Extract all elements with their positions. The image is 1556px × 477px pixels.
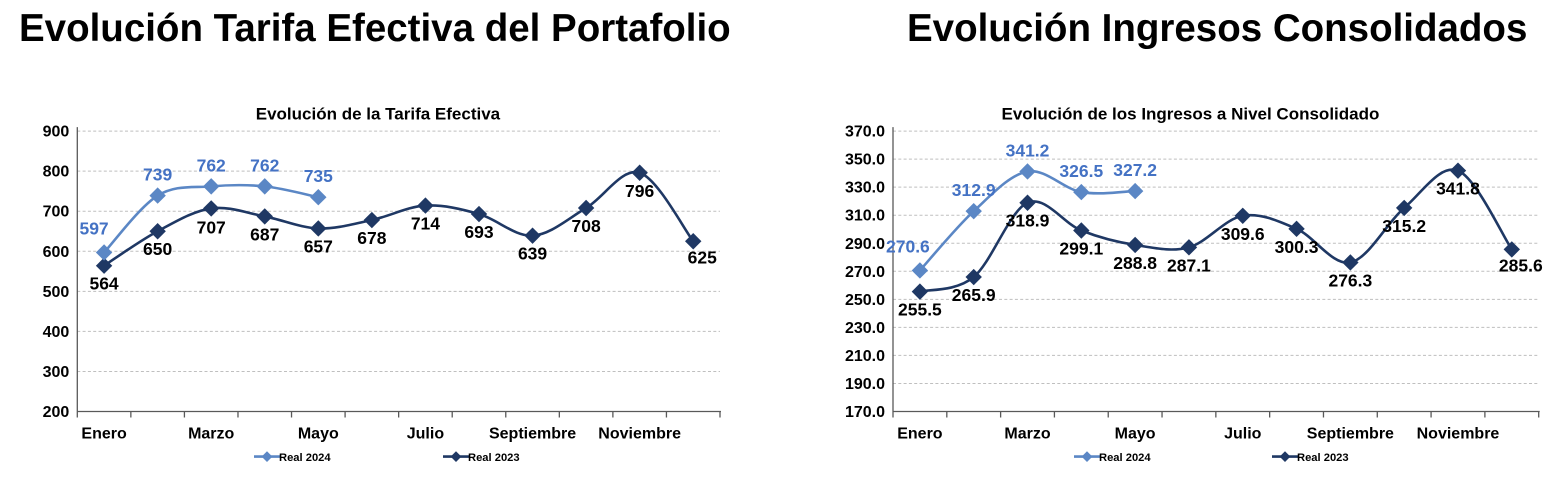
svg-text:625: 625 <box>688 247 717 267</box>
svg-text:341.8: 341.8 <box>1436 179 1480 199</box>
svg-text:597: 597 <box>79 218 108 238</box>
svg-text:678: 678 <box>357 228 386 248</box>
svg-text:Real 2024: Real 2024 <box>279 452 331 464</box>
svg-text:170.0: 170.0 <box>845 404 885 421</box>
svg-text:Marzo: Marzo <box>188 426 234 443</box>
svg-text:Septiembre: Septiembre <box>489 426 576 443</box>
svg-text:200: 200 <box>43 404 70 421</box>
svg-text:Julio: Julio <box>1224 426 1262 443</box>
svg-text:700: 700 <box>43 204 70 221</box>
svg-text:230.0: 230.0 <box>845 320 885 337</box>
svg-text:300.3: 300.3 <box>1275 237 1319 257</box>
svg-text:326.5: 326.5 <box>1059 161 1103 181</box>
svg-text:299.1: 299.1 <box>1059 239 1103 259</box>
svg-text:265.9: 265.9 <box>952 285 996 305</box>
svg-text:Enero: Enero <box>897 426 943 443</box>
svg-text:Evolución Tarifa Efectiva del: Evolución Tarifa Efectiva del Portafolio <box>19 7 731 50</box>
svg-text:714: 714 <box>411 214 440 234</box>
svg-text:657: 657 <box>304 236 333 256</box>
svg-text:Mayo: Mayo <box>298 426 339 443</box>
svg-text:762: 762 <box>197 155 226 175</box>
svg-text:707: 707 <box>197 217 226 237</box>
svg-text:Evolución Ingresos Consolidado: Evolución Ingresos Consolidados <box>907 7 1527 50</box>
svg-text:Julio: Julio <box>407 426 445 443</box>
svg-text:762: 762 <box>250 155 279 175</box>
svg-text:Septiembre: Septiembre <box>1307 426 1394 443</box>
svg-text:255.5: 255.5 <box>898 300 942 320</box>
svg-text:Real 2024: Real 2024 <box>1099 452 1151 464</box>
svg-text:318.9: 318.9 <box>1006 211 1050 231</box>
svg-text:Noviembre: Noviembre <box>598 426 681 443</box>
svg-text:309.6: 309.6 <box>1221 224 1265 244</box>
svg-text:310.0: 310.0 <box>845 208 885 225</box>
svg-text:739: 739 <box>143 165 172 185</box>
svg-text:Noviembre: Noviembre <box>1417 426 1500 443</box>
svg-text:276.3: 276.3 <box>1328 270 1372 290</box>
svg-text:564: 564 <box>89 274 118 294</box>
svg-text:650: 650 <box>143 239 172 259</box>
svg-text:290.0: 290.0 <box>845 236 885 253</box>
svg-text:Real 2023: Real 2023 <box>1297 452 1349 464</box>
svg-text:250.0: 250.0 <box>845 292 885 309</box>
svg-text:350.0: 350.0 <box>845 152 885 169</box>
svg-text:Real 2023: Real 2023 <box>468 452 520 464</box>
svg-text:270.6: 270.6 <box>886 236 930 256</box>
svg-text:370.0: 370.0 <box>845 124 885 141</box>
svg-text:285.6: 285.6 <box>1499 255 1543 275</box>
svg-text:288.8: 288.8 <box>1113 253 1157 273</box>
svg-text:270.0: 270.0 <box>845 264 885 281</box>
svg-text:693: 693 <box>464 222 493 242</box>
svg-text:639: 639 <box>518 244 547 264</box>
svg-text:330.0: 330.0 <box>845 180 885 197</box>
svg-text:687: 687 <box>250 224 279 244</box>
svg-text:400: 400 <box>43 324 70 341</box>
svg-text:Mayo: Mayo <box>1115 426 1156 443</box>
svg-text:500: 500 <box>43 284 70 301</box>
svg-text:210.0: 210.0 <box>845 348 885 365</box>
svg-text:315.2: 315.2 <box>1382 216 1426 236</box>
svg-text:312.9: 312.9 <box>952 180 996 200</box>
svg-text:800: 800 <box>43 164 70 181</box>
svg-text:Enero: Enero <box>81 426 127 443</box>
svg-text:900: 900 <box>43 124 70 141</box>
svg-text:600: 600 <box>43 244 70 261</box>
svg-text:708: 708 <box>571 216 600 236</box>
svg-text:327.2: 327.2 <box>1113 160 1157 180</box>
svg-text:796: 796 <box>625 181 654 201</box>
svg-text:735: 735 <box>304 166 333 186</box>
svg-text:190.0: 190.0 <box>845 376 885 393</box>
svg-text:Evolución de los Ingresos a Ni: Evolución de los Ingresos a Nivel Consol… <box>1002 105 1380 124</box>
svg-text:300: 300 <box>43 364 70 381</box>
svg-text:287.1: 287.1 <box>1167 255 1211 275</box>
svg-text:Evolución de la Tarifa Efectiv: Evolución de la Tarifa Efectiva <box>256 105 501 124</box>
svg-text:Marzo: Marzo <box>1004 426 1050 443</box>
svg-text:341.2: 341.2 <box>1006 140 1050 160</box>
